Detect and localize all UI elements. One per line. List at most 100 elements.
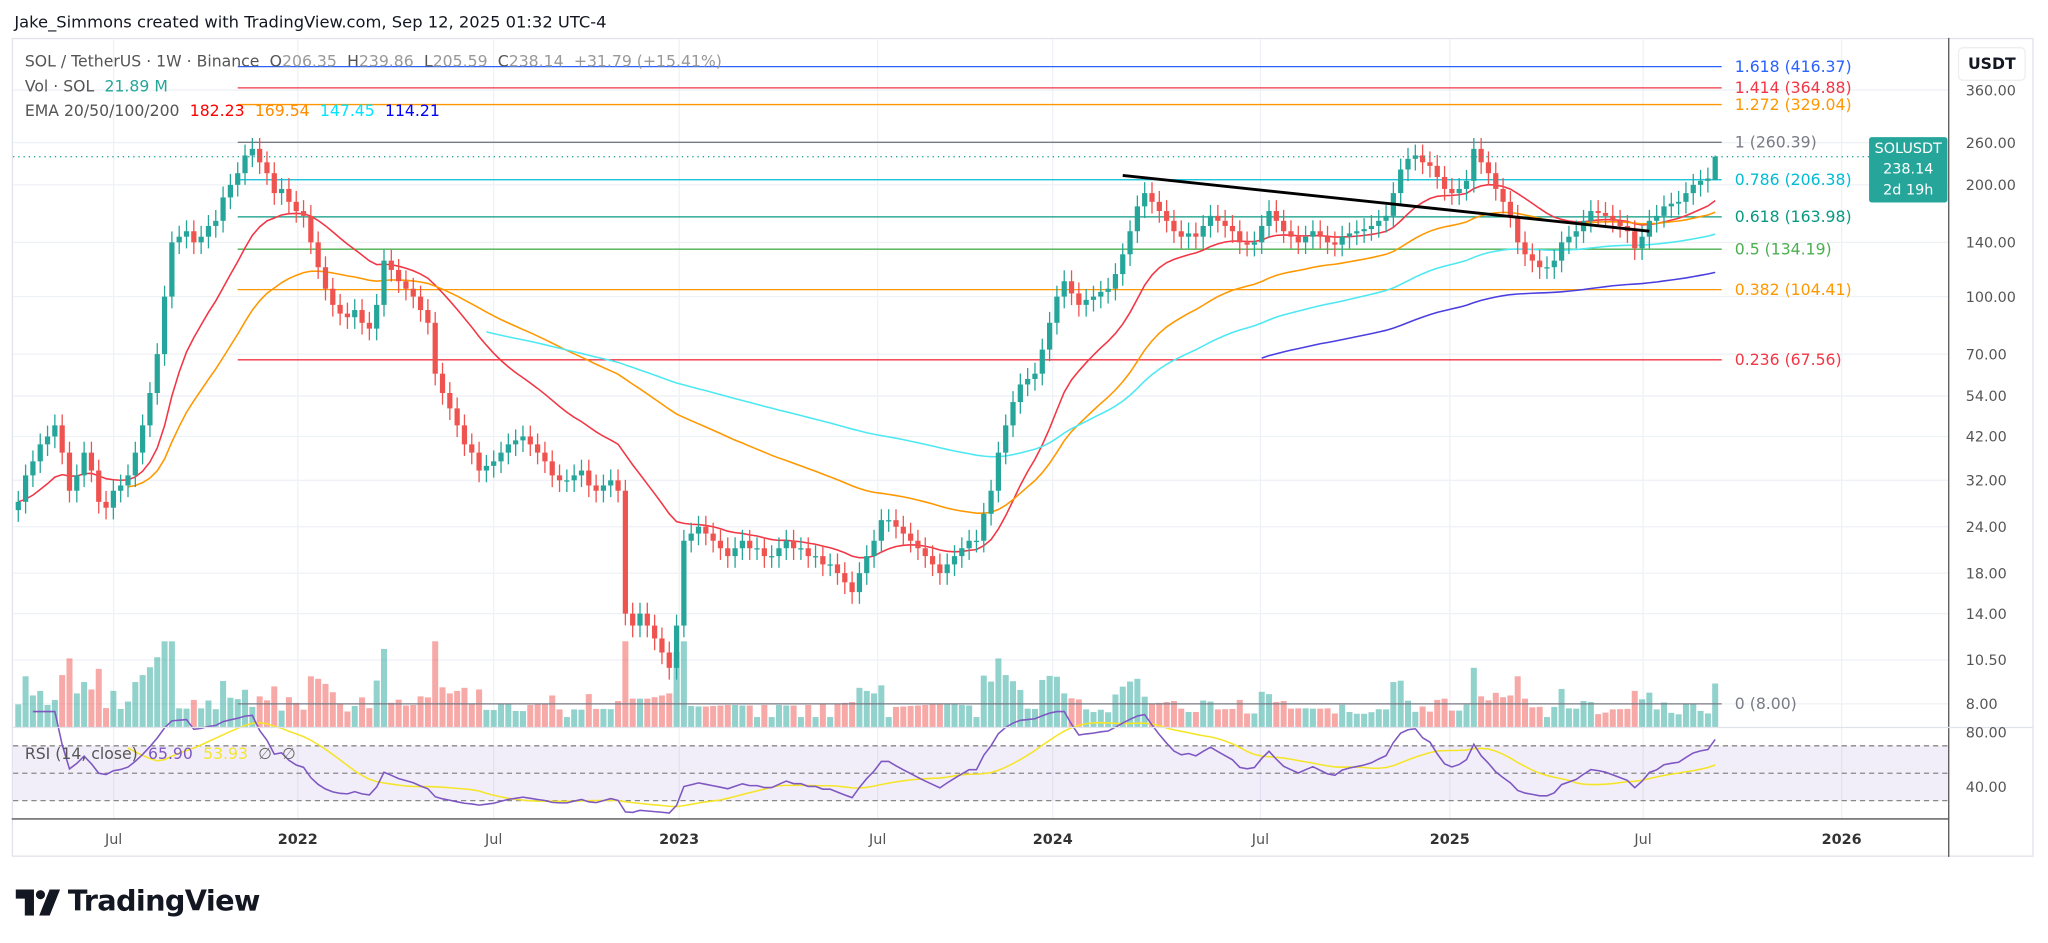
volume-bar (702, 706, 709, 728)
candle-body (834, 564, 841, 574)
candle-body (235, 173, 241, 185)
candle-body (571, 475, 577, 481)
volume-bar (476, 689, 483, 728)
candle-body (1558, 242, 1565, 261)
candle-body (1507, 201, 1514, 216)
volume-bar (88, 689, 95, 728)
candle-body (498, 452, 504, 462)
volume-bar (1083, 709, 1090, 728)
volume-bar (1675, 714, 1682, 728)
volume-bar (812, 717, 819, 728)
volume-bar (585, 694, 592, 728)
close-label: C (497, 52, 509, 71)
candle-body (344, 313, 351, 318)
volume-bar (1178, 708, 1185, 728)
candle-body (1456, 188, 1462, 194)
price-axis-label: 10.50 (1966, 653, 2007, 669)
last-price-box: SOLUSDT 238.14 2d 19h (1869, 137, 1948, 203)
candle-body (220, 197, 226, 221)
candle-body (761, 548, 767, 557)
volume-label[interactable]: Vol · SOL (24, 77, 95, 96)
currency-label[interactable]: USDT (1957, 47, 2026, 81)
candle-body (783, 540, 789, 549)
volume-bar (256, 696, 263, 728)
candle-body (666, 652, 672, 668)
volume-bar (1134, 678, 1141, 728)
symbol-legend: SOL / TetherUS · 1W · Binance O206.35 H2… (25, 52, 727, 70)
volume-bar (1017, 689, 1024, 728)
volume-bar (1529, 707, 1536, 728)
candle-body (622, 490, 628, 614)
candle-body (1690, 184, 1696, 194)
candle-body (1310, 231, 1316, 237)
price-axis-label: 18.00 (1966, 566, 2007, 582)
candle-body (1105, 288, 1111, 292)
candle-body (893, 520, 899, 527)
volume-bar (1024, 708, 1031, 728)
author-credit: Jake_Simmons created with TradingView.co… (14, 11, 607, 32)
volume-bar (307, 676, 314, 728)
volume-bar (775, 704, 782, 728)
price-axis-label: 200.00 (1966, 178, 2016, 194)
symbol-info[interactable]: SOL / TetherUS · 1W · Binance (24, 52, 260, 71)
candle-body (359, 310, 365, 323)
volume-bar (673, 651, 680, 728)
candle-body (293, 201, 299, 212)
trendline[interactable] (1122, 174, 1650, 233)
volume-bar (417, 696, 424, 728)
price-axis[interactable]: 360.00 260.00 200.00 140.00 100.00 70.00 54.00… (1966, 83, 2016, 796)
volume-bar (1353, 713, 1360, 728)
volume-bar (439, 687, 446, 728)
candle-body (973, 540, 980, 543)
volume-bar (1163, 702, 1170, 728)
volume-bar (1207, 701, 1214, 728)
ema-label[interactable]: EMA 20/50/100/200 (24, 101, 180, 121)
volume-bar (966, 705, 973, 728)
candle-body (315, 242, 321, 268)
volume-bar (512, 710, 519, 728)
candle-body (161, 296, 168, 355)
volume-bar (1573, 708, 1580, 728)
volume-bar (936, 703, 943, 728)
volume-bar (1346, 711, 1353, 728)
candle-body (1515, 215, 1521, 243)
volume-bar (1090, 712, 1097, 728)
price-axis-label: 42.00 (1966, 430, 2007, 446)
candle-body (1376, 220, 1382, 226)
volume-bar (1244, 713, 1251, 728)
volume-bar (1156, 702, 1163, 728)
candle-body (191, 231, 197, 243)
candle-body (659, 638, 665, 653)
candle-body (549, 461, 555, 476)
price-axis-label: 24.00 (1966, 520, 2007, 536)
candle-body (1595, 211, 1601, 213)
volume-bar (73, 693, 80, 728)
candle-body (966, 540, 972, 549)
candle-body (644, 613, 650, 626)
candle-body (257, 148, 263, 163)
volume-bar (432, 641, 439, 728)
volume-bar (285, 697, 292, 728)
candle-body (417, 296, 424, 311)
volume-bar (1368, 712, 1375, 728)
candle-body (1471, 148, 1477, 181)
rsi-label[interactable]: RSI (14, close) (24, 744, 138, 763)
candle-body (154, 354, 160, 394)
fib-level-label: 0.5 (134.19) (1735, 239, 1832, 258)
candle-body (1478, 148, 1484, 163)
volume-bar (1375, 709, 1382, 728)
volume-bar (1456, 710, 1463, 728)
candle-body (1493, 173, 1499, 189)
volume-bar (1148, 703, 1156, 728)
volume-bar (1609, 709, 1616, 728)
candle-body (388, 260, 394, 270)
volume-bar (680, 641, 687, 728)
candle-body (396, 269, 402, 282)
candle-body (1420, 155, 1426, 163)
volume-bar (1639, 699, 1646, 728)
volume-bar (1229, 708, 1236, 728)
volume-bar (1558, 688, 1565, 728)
candle-body (1302, 236, 1309, 243)
candle-body (1090, 296, 1097, 300)
